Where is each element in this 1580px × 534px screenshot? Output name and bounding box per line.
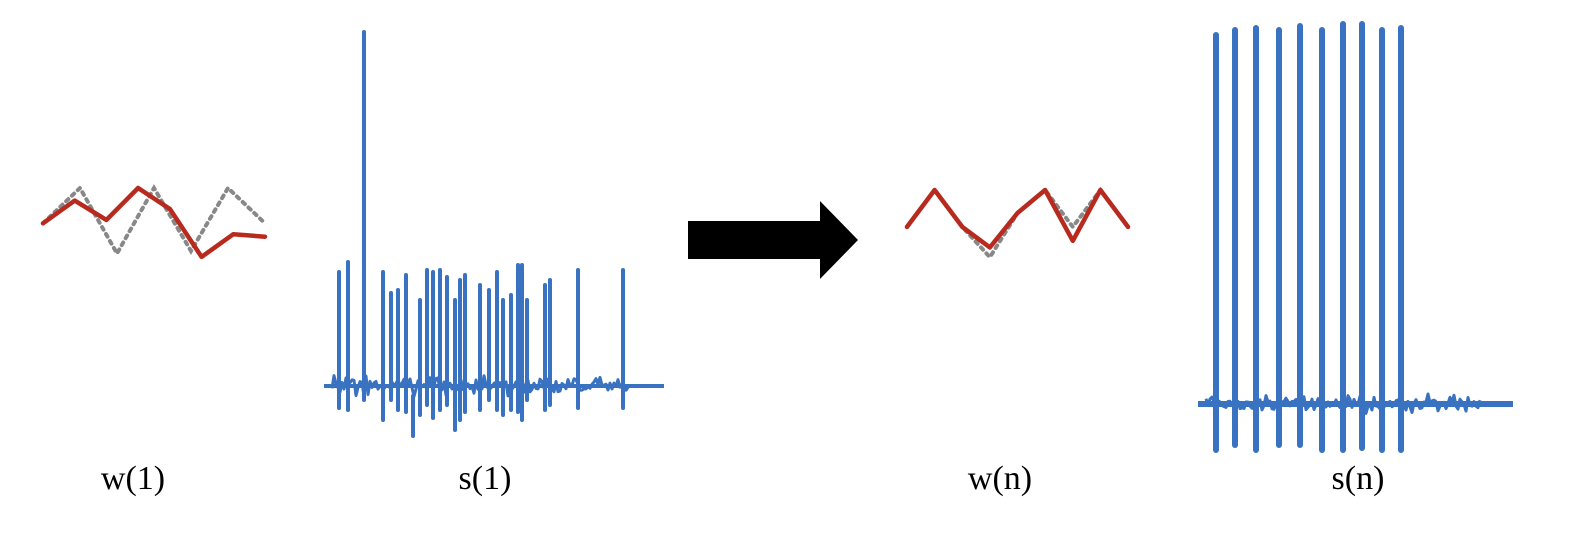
caption-s1: s(1) xyxy=(458,460,512,497)
weight-pattern-line xyxy=(904,187,1131,250)
right-arrow-icon xyxy=(688,201,858,279)
caption-wn: w(n) xyxy=(967,460,1033,497)
weight-panel-initial xyxy=(40,183,268,260)
caption-sn: s(n) xyxy=(1331,460,1385,497)
weight-panel-final xyxy=(904,186,1131,261)
spike-panel-final xyxy=(1198,21,1513,453)
spike-panel-initial xyxy=(324,30,664,438)
caption-w1: w(1) xyxy=(100,460,166,497)
target-pattern-line xyxy=(41,183,267,258)
weight-pattern-line xyxy=(40,185,268,260)
